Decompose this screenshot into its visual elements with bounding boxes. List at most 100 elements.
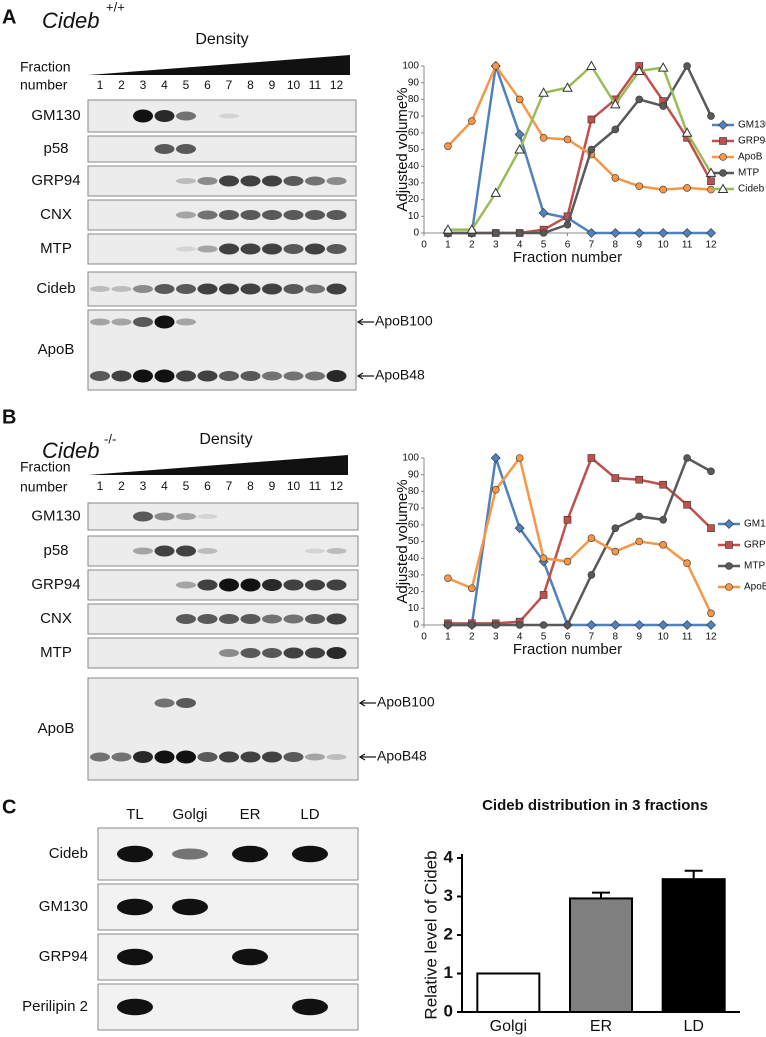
marker <box>587 115 596 124</box>
y-tick-label: 90 <box>408 77 420 88</box>
band <box>283 176 304 186</box>
marker <box>444 142 452 150</box>
x-tick-label: 4 <box>517 632 523 643</box>
legend-marker <box>719 169 727 177</box>
fraction-number: 8 <box>247 479 254 493</box>
marker <box>586 620 597 630</box>
x-tick-label: 10 <box>658 632 670 643</box>
x-tick-label: 11 <box>682 240 693 251</box>
genotype: Cideb <box>42 438 99 463</box>
marker <box>515 95 524 104</box>
band <box>154 144 175 154</box>
density-label: Density <box>195 31 248 48</box>
band <box>133 369 153 383</box>
blot-row-label: CNX <box>40 610 72 627</box>
marker <box>587 534 596 542</box>
band <box>133 317 153 327</box>
marker <box>635 512 644 521</box>
band <box>117 898 153 916</box>
band <box>176 111 196 121</box>
band <box>326 210 347 220</box>
fraction-label: Fraction <box>20 459 71 475</box>
x-tick-label: 1 <box>445 240 451 251</box>
marker <box>658 620 669 630</box>
marker <box>563 557 572 566</box>
band <box>133 511 153 522</box>
fraction-number: 1 <box>97 479 104 493</box>
band <box>262 283 282 295</box>
band <box>219 371 239 381</box>
marker <box>514 129 525 140</box>
y-axis-label: Relative level of Cideb <box>421 850 440 1019</box>
band <box>90 318 110 326</box>
x-tick-label: 8 <box>613 632 619 643</box>
legend-marker <box>717 183 729 193</box>
legend-marker <box>718 120 728 130</box>
band <box>262 371 282 381</box>
fraction-number: 10 <box>287 479 301 493</box>
marker <box>681 127 693 137</box>
y-tick-label: 30 <box>408 570 420 581</box>
band <box>292 998 328 1016</box>
band <box>176 545 196 557</box>
marker <box>563 135 572 144</box>
band <box>133 547 153 555</box>
marker <box>491 621 500 629</box>
band <box>176 178 196 184</box>
band <box>197 283 218 295</box>
band <box>197 579 218 591</box>
band <box>283 579 304 591</box>
fraction-number: 1 <box>97 78 104 92</box>
y-tick-label: 80 <box>408 486 420 497</box>
band <box>219 578 239 592</box>
genotype: Cideb <box>42 8 99 33</box>
marker <box>539 621 548 629</box>
band <box>219 751 239 763</box>
band <box>111 752 132 762</box>
x-tick-label: 7 <box>589 240 595 251</box>
band <box>292 845 328 863</box>
legend-label: GRP94 <box>738 136 766 147</box>
band <box>154 110 175 122</box>
band <box>262 579 282 591</box>
marker <box>659 515 667 524</box>
marker <box>683 184 691 192</box>
band <box>326 579 347 591</box>
blot-row-label: MTP <box>40 240 72 257</box>
x-tick-label: 8 <box>613 240 619 251</box>
fraction-label: number <box>20 77 68 93</box>
density-label: Density <box>199 431 252 448</box>
blot-row-label: GM130 <box>39 898 88 915</box>
band <box>283 371 304 381</box>
legend-marker <box>725 541 733 549</box>
band <box>232 845 268 863</box>
marker <box>587 145 596 154</box>
band <box>326 647 347 659</box>
band <box>283 210 304 220</box>
band <box>262 243 282 255</box>
marker <box>444 574 452 583</box>
x-tick-label: 3 <box>493 632 499 643</box>
panel-label: C <box>2 796 16 818</box>
y-tick-label: 20 <box>408 194 420 205</box>
y-tick-label: 80 <box>408 94 420 105</box>
band <box>154 369 175 383</box>
fraction-number: 2 <box>118 78 125 92</box>
x-tick-label: 7 <box>589 632 595 643</box>
band <box>154 545 175 557</box>
marker <box>586 228 597 238</box>
blot-row-label: ApoB <box>38 720 75 737</box>
fraction-number: 9 <box>269 479 276 493</box>
band <box>326 283 347 295</box>
legend-marker <box>724 519 734 529</box>
genotype-superscript: +/+ <box>106 0 125 14</box>
column-label: Golgi <box>172 806 207 823</box>
marker <box>609 98 621 109</box>
y-tick-label: 20 <box>408 586 420 597</box>
band <box>240 371 261 381</box>
fraction-number: 3 <box>140 479 147 493</box>
band <box>240 283 261 295</box>
band <box>176 370 196 382</box>
band <box>197 548 218 554</box>
